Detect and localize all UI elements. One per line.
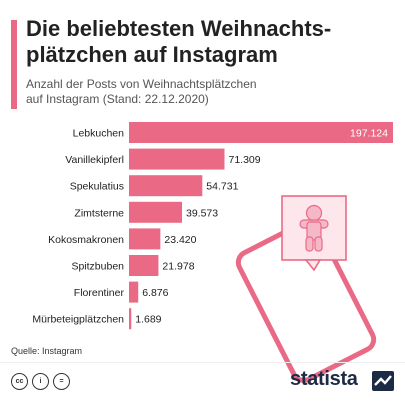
value-label-3: 39.573	[186, 207, 218, 219]
category-label-4: Kokosmakronen	[48, 234, 124, 246]
category-label-6: Florentiner	[74, 287, 125, 299]
bar-2	[129, 175, 203, 197]
statista-logo-icon	[372, 371, 394, 391]
value-label-0: 197.124	[350, 128, 388, 140]
value-label-2: 54.731	[206, 181, 238, 193]
value-label-1: 71.309	[229, 154, 261, 166]
category-label-7: Mürbeteigplätzchen	[32, 314, 124, 326]
category-label-1: Vanillekipferl	[65, 154, 124, 166]
bar-3	[129, 201, 182, 223]
footer-divider	[0, 362, 405, 363]
bar-1	[129, 148, 225, 170]
value-label-6: 6.876	[142, 287, 168, 299]
chart-title-line-1: Die beliebtesten Weihnachts-	[26, 16, 332, 41]
statista-logo[interactable]: statista	[290, 368, 358, 390]
phone-illustration	[235, 219, 377, 383]
chart-title-line-2: plätzchen auf Instagram	[26, 42, 278, 67]
title-accent-bar	[11, 20, 17, 109]
chart-subtitle: Anzahl der Posts von Weihnachtsplätzchen…	[26, 77, 326, 107]
bar-4	[129, 228, 161, 250]
gingerbread-icon	[299, 204, 329, 252]
chart-title: Die beliebtesten Weihnachts- plätzchen a…	[26, 16, 396, 68]
category-label-3: Zimtsterne	[74, 207, 124, 219]
bar-7	[129, 308, 132, 330]
category-label-0: Lebkuchen	[73, 128, 125, 140]
bubble-tail	[304, 259, 322, 272]
license-icons: cc i =	[11, 373, 70, 390]
chart-subtitle-line-2: auf Instagram (Stand: 22.12.2020)	[26, 92, 209, 106]
value-label-5: 21.978	[162, 261, 194, 273]
source-note: Quelle: Instagram	[11, 346, 83, 356]
gingerbread-bubble	[281, 195, 347, 272]
value-label-4: 23.420	[164, 234, 196, 246]
category-label-5: Spitzbuben	[71, 261, 124, 273]
phone-icon	[235, 219, 377, 383]
bar-0	[129, 122, 393, 143]
bar-6	[129, 281, 139, 303]
category-label-2: Spekulatius	[70, 181, 124, 193]
chart-subtitle-line-1: Anzahl der Posts von Weihnachtsplätzchen	[26, 77, 257, 91]
bars-layer: Lebkuchen 197.124 Vanillekipferl 71.309 Spek…	[32, 122, 393, 330]
value-label-7: 1.689	[135, 314, 161, 326]
bar-5	[129, 255, 159, 276]
creative-commons-icon[interactable]: cc	[11, 373, 28, 390]
attribution-icon[interactable]: i	[32, 373, 49, 390]
no-derivatives-icon[interactable]: =	[53, 373, 70, 390]
